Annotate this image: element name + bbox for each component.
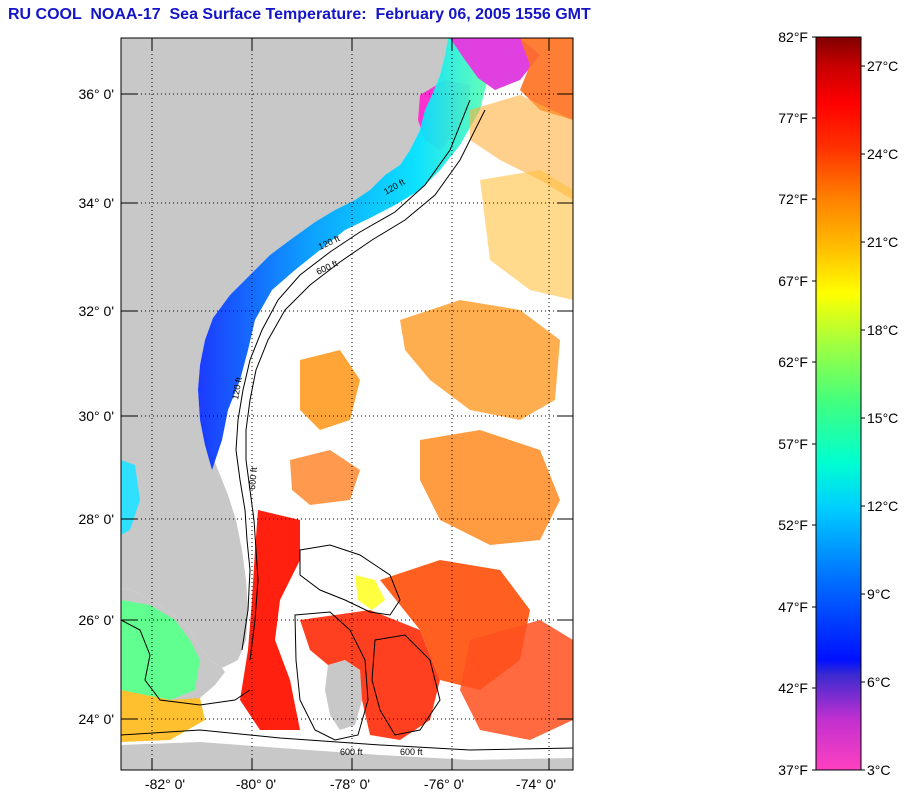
contour-label: 600 ft [247, 466, 259, 490]
f-label: 52°F [778, 517, 808, 533]
isobath-120ft [235, 99, 471, 651]
lon-label: -78° 0' [330, 776, 370, 792]
c-label: 6°C [867, 674, 891, 690]
f-label: 62°F [778, 354, 808, 370]
lon-label: -74° 0' [516, 776, 556, 792]
lon-label: -76° 0' [424, 776, 464, 792]
contour-label: 120 ft [230, 376, 244, 400]
contour-label: 600 ft [400, 747, 423, 757]
lon-label: -80° 0' [236, 776, 276, 792]
f-label: 42°F [778, 680, 808, 696]
isobath-exumas [371, 634, 441, 736]
longitude-labels: -82° 0' -80° 0' -78° 0' -76° 0' -74° 0' [145, 776, 556, 792]
map-panel: 120 ft 600 ft 120 ft 600 ft 120 ft 600 f… [121, 38, 573, 770]
lat-label: 26° 0' [78, 612, 114, 628]
c-label: 3°C [867, 762, 891, 778]
latitude-labels: 36° 0' 34° 0' 32° 0' 30° 0' 28° 0' 26° 0… [78, 86, 114, 727]
c-label: 12°C [867, 498, 898, 514]
f-label: 72°F [778, 191, 808, 207]
c-label: 18°C [867, 322, 898, 338]
c-label: 21°C [867, 234, 898, 250]
sst-gulf-coast [121, 600, 200, 700]
lat-label: 28° 0' [78, 511, 114, 527]
colorbar-ticks [812, 36, 865, 771]
sst-bahamas-warm [300, 610, 440, 740]
sst-southeast [460, 620, 573, 740]
land-mainland [121, 38, 448, 668]
lat-label: 32° 0' [78, 303, 114, 319]
f-label: 77°F [778, 110, 808, 126]
colorbar-gradient [815, 36, 862, 771]
map-ticks [121, 38, 573, 770]
lat-label: 24° 0' [78, 711, 114, 727]
f-label: 57°F [778, 436, 808, 452]
fahrenheit-labels: 82°F 77°F 72°F 67°F 62°F 57°F 52°F 47°F … [778, 29, 808, 778]
isobath-600ft [245, 109, 486, 661]
sst-mid-orange [300, 350, 360, 430]
lat-label: 34° 0' [78, 195, 114, 211]
sst-mid-orange-4 [290, 450, 360, 505]
contour-label: 600 ft [340, 747, 363, 757]
isobath-andros [294, 611, 369, 741]
colorbar: 82°F 77°F 72°F 67°F 62°F 57°F 52°F 47°F … [778, 29, 898, 778]
sst-mid-orange-3 [420, 430, 560, 545]
f-label: 37°F [778, 762, 808, 778]
graticule [121, 38, 573, 770]
c-label: 9°C [867, 586, 891, 602]
sst-gulfstream-north [470, 95, 573, 200]
c-label: 15°C [867, 410, 898, 426]
sst-gulf-north-cyan [121, 460, 140, 535]
isobath-bahamas [299, 544, 401, 616]
c-label: 27°C [867, 58, 898, 74]
celsius-labels: 27°C 24°C 21°C 18°C 15°C 12°C 9°C 6°C 3°… [867, 58, 898, 778]
c-label: 24°C [867, 146, 898, 162]
page-title: RU COOL NOAA-17 Sea Surface Temperature:… [8, 6, 591, 23]
f-label: 47°F [778, 599, 808, 615]
sst-mid-orange-2 [400, 300, 560, 420]
f-label: 82°F [778, 29, 808, 45]
map-frame [120, 37, 574, 771]
sst-nearshore-cold [198, 38, 490, 470]
land-cuba [121, 742, 573, 770]
sst-offshore-north [520, 38, 573, 120]
f-label: 67°F [778, 273, 808, 289]
isobath-cuba [121, 729, 573, 751]
lat-label: 36° 0' [78, 86, 114, 102]
sst-yellow-bank [355, 575, 385, 610]
lon-label: -82° 0' [145, 776, 185, 792]
sst-outer-banks-magenta [450, 38, 540, 90]
land-bahamas-andros [325, 660, 362, 730]
lat-label: 30° 0' [78, 408, 114, 424]
